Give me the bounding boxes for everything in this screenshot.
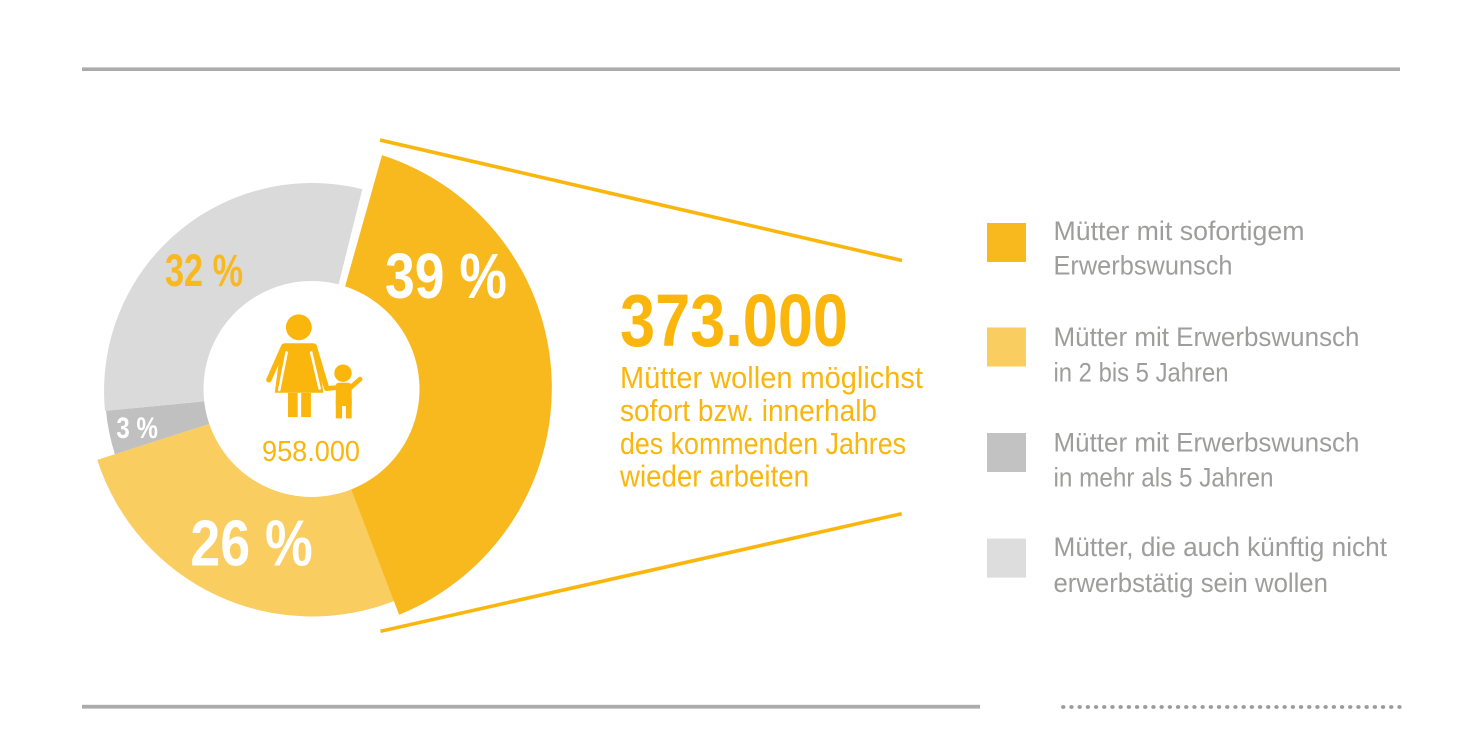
- svg-text:958.000: 958.000: [262, 436, 360, 468]
- svg-text:in mehr als 5 Jahren: in mehr als 5 Jahren: [1054, 463, 1274, 493]
- svg-text:32 %: 32 %: [165, 245, 243, 296]
- svg-text:Erwerbswunsch: Erwerbswunsch: [1054, 251, 1233, 281]
- svg-text:26 %: 26 %: [190, 507, 312, 580]
- svg-text:373.000: 373.000: [620, 279, 848, 362]
- svg-text:in 2 bis 5 Jahren: in 2 bis 5 Jahren: [1054, 358, 1229, 388]
- svg-text:wieder arbeiten: wieder arbeiten: [619, 459, 809, 494]
- svg-text:sofort bzw. innerhalb: sofort bzw. innerhalb: [620, 393, 877, 428]
- svg-text:39 %: 39 %: [385, 240, 507, 312]
- svg-text:Mütter mit Erwerbswunsch: Mütter mit Erwerbswunsch: [1054, 322, 1360, 352]
- svg-text:erwerbstätig sein wollen: erwerbstätig sein wollen: [1054, 568, 1328, 598]
- svg-text:Mütter, die auch künftig nicht: Mütter, die auch künftig nicht: [1054, 532, 1388, 562]
- svg-text:3 %: 3 %: [116, 412, 157, 445]
- svg-text:Mütter wollen möglichst: Mütter wollen möglichst: [620, 360, 923, 395]
- svg-text:des kommenden Jahres: des kommenden Jahres: [620, 426, 906, 461]
- svg-text:Mütter mit Erwerbswunsch: Mütter mit Erwerbswunsch: [1054, 428, 1360, 458]
- svg-text:Mütter mit sofortigem: Mütter mit sofortigem: [1054, 216, 1305, 246]
